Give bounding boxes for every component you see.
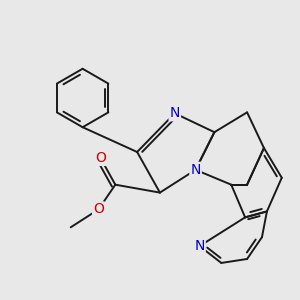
Text: O: O: [95, 151, 106, 165]
Text: N: N: [194, 239, 205, 253]
Text: N: N: [190, 163, 201, 177]
Text: O: O: [93, 202, 104, 216]
Text: N: N: [169, 106, 180, 120]
